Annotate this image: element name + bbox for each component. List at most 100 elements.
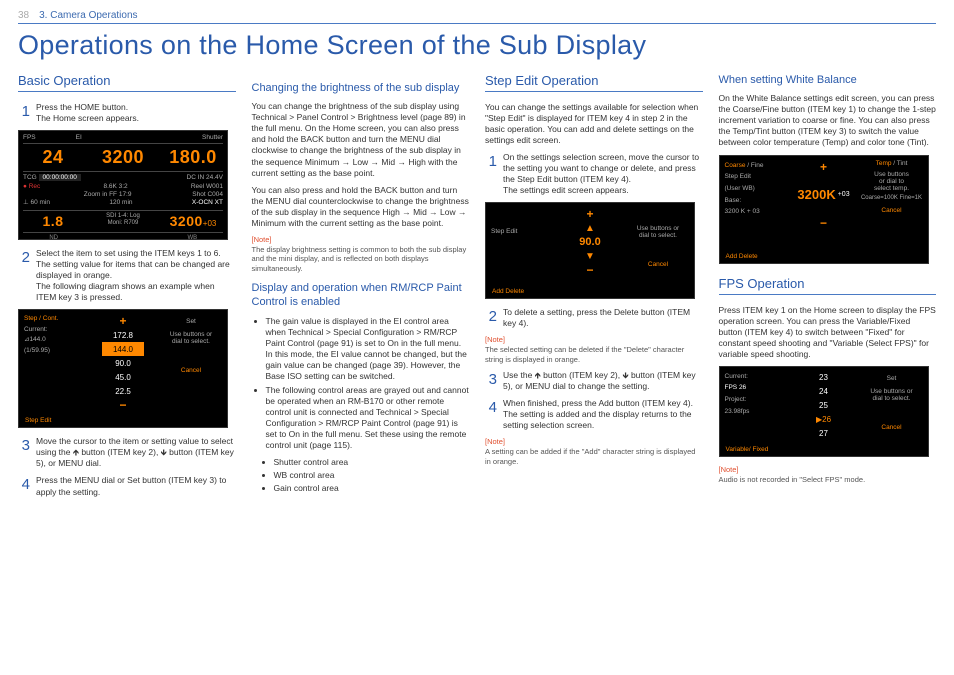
note-text: A setting can be added if the "Add" char…: [485, 447, 703, 466]
step-number: 2: [18, 248, 30, 303]
note-label: [Note]: [485, 437, 703, 446]
se2-label: Step Edit: [491, 227, 553, 237]
bullet: The gain value is displayed in the EI co…: [266, 316, 470, 382]
fps-foot: Variable/ Fixed: [726, 446, 769, 453]
lcd-reel: Reel W001: [191, 183, 223, 191]
para: You can also press and hold the BACK but…: [252, 185, 470, 229]
step-text: Select the item to set using the ITEM ke…: [36, 248, 236, 303]
wb-val: 3200K: [797, 187, 835, 202]
se2-hint: Use buttons or dial to select.: [627, 225, 689, 239]
lcd-label-shutter: Shutter: [202, 134, 223, 141]
para: You can change the brightness of the sub…: [252, 101, 470, 178]
lcd-zoom: Zoom in FF 17:9: [84, 191, 132, 199]
se-foot: Step Edit: [25, 417, 51, 424]
se-label: Step / Cont.: [24, 314, 86, 324]
lcd-moni: Moni: R709: [108, 220, 139, 226]
se2-cancel: Cancel: [627, 261, 689, 268]
lcd-wb: 3200: [170, 213, 203, 229]
wb-sub: Coarse=100K Fine=1K: [861, 195, 923, 201]
step-number: 1: [485, 152, 497, 196]
fps-v2: 24: [793, 385, 855, 399]
lcd-wb: Coarse / Fine Step Edit (User WB) Base: …: [719, 155, 929, 264]
lcd-step-edit2: Step Edit + ▲ 90.0 ▼ − Use buttons or di…: [485, 202, 695, 299]
wb-base: Base:: [725, 195, 787, 207]
lcd-dcin: DC IN 24.4V: [187, 174, 224, 182]
note-text: Audio is not recorded in "Select FPS" mo…: [719, 475, 937, 484]
fps-cancel: Cancel: [861, 424, 923, 431]
step-text: Move the cursor to the item or setting v…: [36, 436, 236, 469]
col-1: Basic Operation 1 Press the HOME button.…: [18, 73, 236, 504]
lcd-media2: 120 min: [109, 199, 132, 207]
sub-bullet: WB control area: [274, 470, 470, 481]
se-v5: 22.5: [92, 384, 154, 398]
note-text: The display brightness setting is common…: [252, 245, 470, 273]
col-2: Changing the brightness of the sub displ…: [252, 73, 470, 504]
step-number: 3: [18, 436, 30, 469]
se2-foot: Add Delete: [492, 288, 524, 295]
lcd-shot: Shot C004: [192, 191, 223, 199]
lcd-sdi: SDI 1-4: Log: [106, 213, 140, 219]
wb-hint: Use buttons or dial to select temp.: [861, 171, 923, 192]
page-number: 38: [18, 10, 29, 21]
wb-exp: +03: [838, 191, 850, 198]
lcd-shutter: 180.0: [169, 147, 217, 167]
wb-baseval: 3200 K + 03: [725, 206, 787, 218]
se-v1: 172.8: [92, 328, 154, 342]
se-fraction: (1/59.95): [24, 346, 86, 356]
fps-v3: 25: [793, 399, 855, 413]
se-v4: 45.0: [92, 370, 154, 384]
step-number: 4: [485, 398, 497, 431]
lcd-rec: ● Rec: [23, 183, 40, 191]
step-number: 3: [485, 370, 497, 392]
se-set: Set: [160, 318, 222, 325]
lcd-step-edit: Step / Cont. Current: ⊿144.0 (1/59.95) +…: [18, 309, 228, 428]
lcd-wb-exp: +03: [203, 219, 217, 228]
wb-foot: Add Delete: [726, 253, 758, 260]
lcd-tc: 00:00:00:00: [39, 174, 81, 181]
para: On the White Balance settings edit scree…: [719, 93, 937, 148]
se2-val: 90.0: [559, 235, 621, 249]
lcd-label-fps: FPS: [23, 134, 36, 141]
page-title: Operations on the Home Screen of the Sub…: [18, 30, 936, 61]
step-number: 2: [485, 307, 497, 329]
step-text: On the settings selection screen, move t…: [503, 152, 703, 196]
lcd-fps: Current: FPS 26 Project: 23.98fps 23 24 …: [719, 366, 929, 457]
step-text: Press the MENU dial or Set button (ITEM …: [36, 475, 236, 497]
se-v3: 90.0: [92, 356, 154, 370]
lcd-label-ei: EI: [76, 134, 82, 141]
lcd-tcg: TCG: [23, 174, 37, 181]
lcd-format: 8.6K 3:2: [103, 183, 127, 191]
col-3: Step Edit Operation You can change the s…: [485, 73, 703, 504]
lcd-fps: 24: [42, 147, 63, 167]
fps-hint: Use buttons or dial to select.: [861, 388, 923, 402]
section-basic-operation: Basic Operation: [18, 73, 236, 92]
note-label: [Note]: [252, 235, 470, 244]
step-number: 1: [18, 102, 30, 124]
wb-user: (User WB): [725, 183, 787, 195]
step-text: Use the 🡹 button (ITEM key 2), 🡻 button …: [503, 370, 703, 392]
se-cancel: Cancel: [160, 367, 222, 374]
col-4: When setting White Balance On the White …: [719, 73, 937, 504]
para: You can change the settings available fo…: [485, 102, 703, 146]
fps-set: Set: [861, 375, 923, 382]
content-columns: Basic Operation 1 Press the HOME button.…: [18, 73, 936, 504]
step-text: To delete a setting, press the Delete bu…: [503, 307, 703, 329]
note-text: The selected setting can be deleted if t…: [485, 345, 703, 364]
fps-proj: 23.98fps: [725, 406, 787, 418]
lcd-media1: ⊥ 60 min: [23, 199, 50, 207]
fps-v5: 27: [793, 427, 855, 441]
step-number: 4: [18, 475, 30, 497]
lcd-home-screen: FPS EI Shutter 24 3200 180.0 TCG 00:00:0…: [18, 130, 228, 240]
lcd-codec: X-OCN XT: [192, 199, 223, 207]
se-delta: ⊿144.0: [24, 335, 86, 345]
note-label: [Note]: [485, 335, 703, 344]
sub-bullet: Gain control area: [274, 483, 470, 494]
fps-current-lbl: Current:: [725, 371, 787, 383]
section-step-edit: Step Edit Operation: [485, 73, 703, 92]
wb-stepedit: Step Edit: [725, 171, 787, 183]
lcd-nd: 1.8: [43, 213, 64, 229]
fps-proj-lbl: Project:: [725, 394, 787, 406]
sub-wb: When setting White Balance: [719, 73, 937, 87]
sub-rmrcp: Display and operation when RM/RCP Paint …: [252, 281, 470, 310]
se-v2: 144.0: [102, 342, 144, 356]
